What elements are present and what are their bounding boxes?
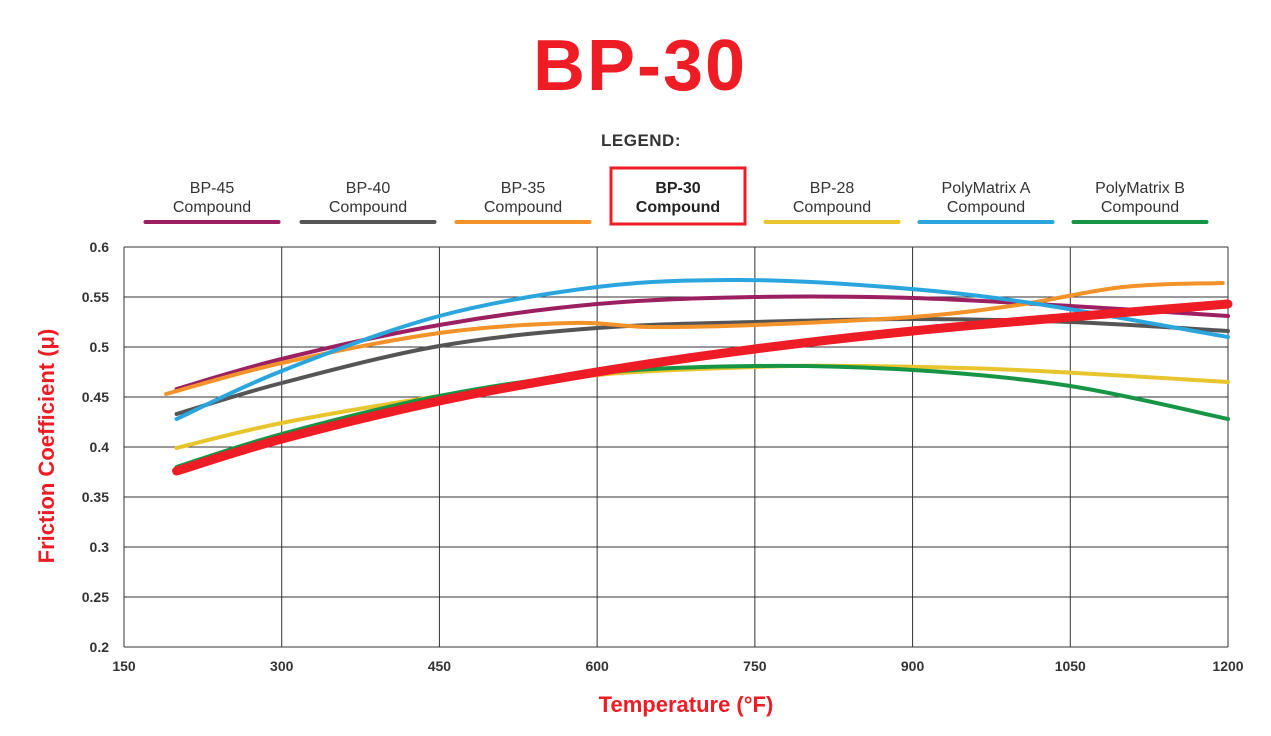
legend: BP-45 Compound BP-40 Compound BP-35 Compound B… (143, 166, 1209, 226)
legend-label-bp-30-compound: BP-30 (655, 180, 700, 197)
legend-label-bp-28-compound: BP-28 (810, 180, 855, 197)
legend-label-bp-45-compound: Compound (173, 199, 251, 216)
x-tick-label: 750 (743, 658, 767, 674)
legend-label-bp-35-compound: Compound (484, 199, 562, 216)
y-tick-label: 0.45 (82, 389, 109, 405)
x-tick-label: 300 (270, 658, 294, 674)
legend-label-polymatrix-b-compound: PolyMatrix B (1095, 180, 1185, 197)
legend-highlight-box (609, 166, 747, 226)
y-tick-label: 0.35 (82, 489, 109, 505)
x-axis-title: Temperature (°F) (599, 692, 774, 717)
legend-label-polymatrix-b-compound: Compound (1101, 199, 1179, 216)
y-tick-label: 0.55 (82, 289, 109, 305)
x-tick-label: 1050 (1055, 658, 1086, 674)
legend-heading: LEGEND: (601, 131, 681, 150)
x-axis-ticks: 150 300 450 600 750 900 1050 1200 (112, 658, 1243, 674)
series-line-polymatrix-a-compound (174, 277, 1230, 421)
legend-label-polymatrix-a-compound: PolyMatrix A (942, 180, 1031, 197)
legend-label-bp-28-compound: Compound (793, 199, 871, 216)
y-axis-title: Friction Coefficient (μ) (34, 329, 59, 564)
legend-label-polymatrix-a-compound: Compound (947, 199, 1025, 216)
x-tick-label: 600 (585, 658, 609, 674)
y-tick-label: 0.3 (90, 539, 110, 555)
series-line-bp-35-compound (164, 281, 1225, 396)
x-tick-label: 900 (901, 658, 925, 674)
series-lines (164, 277, 1233, 476)
legend-label-bp-35-compound: BP-35 (501, 180, 546, 197)
y-tick-label: 0.6 (90, 239, 110, 255)
legend-label-bp-40-compound: Compound (329, 199, 407, 216)
x-tick-label: 150 (112, 658, 136, 674)
series-line-polymatrix-b-compound (174, 363, 1230, 469)
x-tick-label: 1200 (1212, 658, 1243, 674)
y-tick-label: 0.25 (82, 589, 109, 605)
plot-grid (123, 246, 1229, 648)
legend-label-bp-45-compound: BP-45 (190, 180, 235, 197)
y-tick-label: 0.4 (90, 439, 110, 455)
legend-label-bp-40-compound: BP-40 (346, 180, 391, 197)
legend-label-bp-30-compound: Compound (636, 199, 720, 216)
chart-title: BP-30 (533, 26, 747, 106)
y-tick-label: 0.2 (90, 639, 110, 655)
y-tick-label: 0.5 (90, 339, 110, 355)
series-line-bp-30-compound (172, 299, 1233, 476)
x-tick-label: 450 (428, 658, 452, 674)
y-axis-ticks: 0.2 0.25 0.3 0.35 0.4 0.45 0.5 0.55 0.6 (82, 239, 109, 655)
